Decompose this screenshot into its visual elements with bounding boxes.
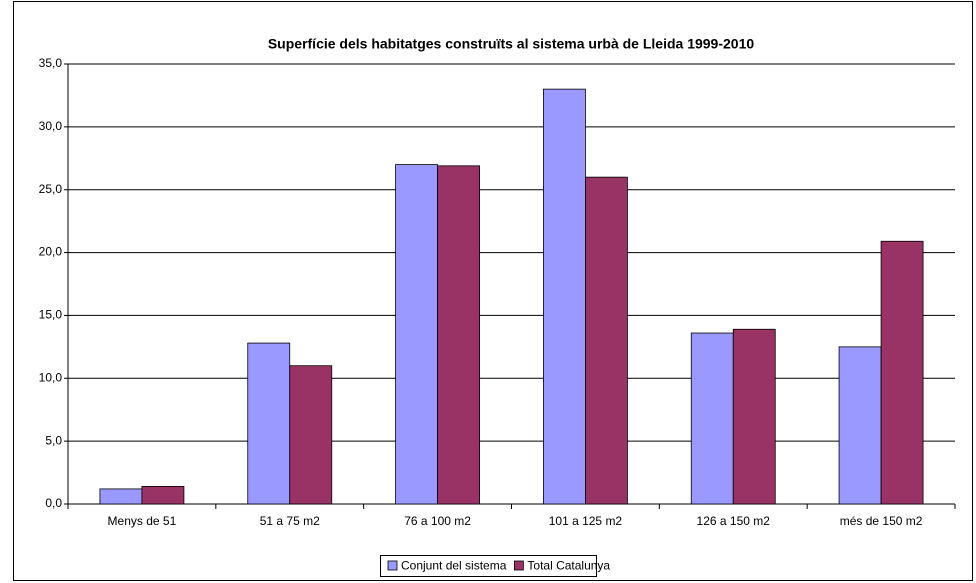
bar — [732, 328, 776, 505]
x-tick-label: 101 a 125 m2 — [549, 514, 623, 528]
y-tick-label: 10,0 — [39, 370, 63, 384]
legend-label: Total Catalunya — [527, 559, 610, 573]
bar — [838, 346, 882, 505]
x-tick-label: 126 a 150 m2 — [697, 514, 771, 528]
legend-label: Conjunt del sistema — [401, 559, 507, 573]
bar — [543, 88, 586, 505]
bar — [585, 176, 628, 505]
x-tick-label: 76 a 100 m2 — [404, 514, 471, 528]
x-tick-label: més de 150 m2 — [840, 514, 923, 528]
bar — [99, 488, 143, 505]
x-tick-label: Menys de 51 — [108, 514, 177, 528]
bar — [247, 342, 291, 505]
y-tick-label: 25,0 — [39, 182, 63, 196]
legend-swatch — [387, 560, 398, 571]
chart-frame — [13, 1, 973, 581]
x-tick-label: 51 a 75 m2 — [260, 514, 320, 528]
legend-swatch — [513, 560, 524, 571]
legend-box — [380, 555, 597, 577]
bar — [395, 164, 438, 505]
y-tick-label: 0,0 — [45, 496, 62, 510]
bar — [880, 240, 924, 505]
y-tick-label: 20,0 — [39, 245, 63, 259]
chart-title: Superfície dels habitatges construïts al… — [268, 36, 755, 52]
bar — [690, 332, 734, 505]
bar — [437, 165, 480, 505]
y-tick-label: 5,0 — [45, 433, 62, 447]
y-tick-label: 30,0 — [39, 119, 63, 133]
bar — [141, 485, 185, 505]
y-tick-label: 15,0 — [39, 308, 63, 322]
bar — [289, 365, 333, 505]
y-tick-label: 35,0 — [39, 56, 63, 70]
